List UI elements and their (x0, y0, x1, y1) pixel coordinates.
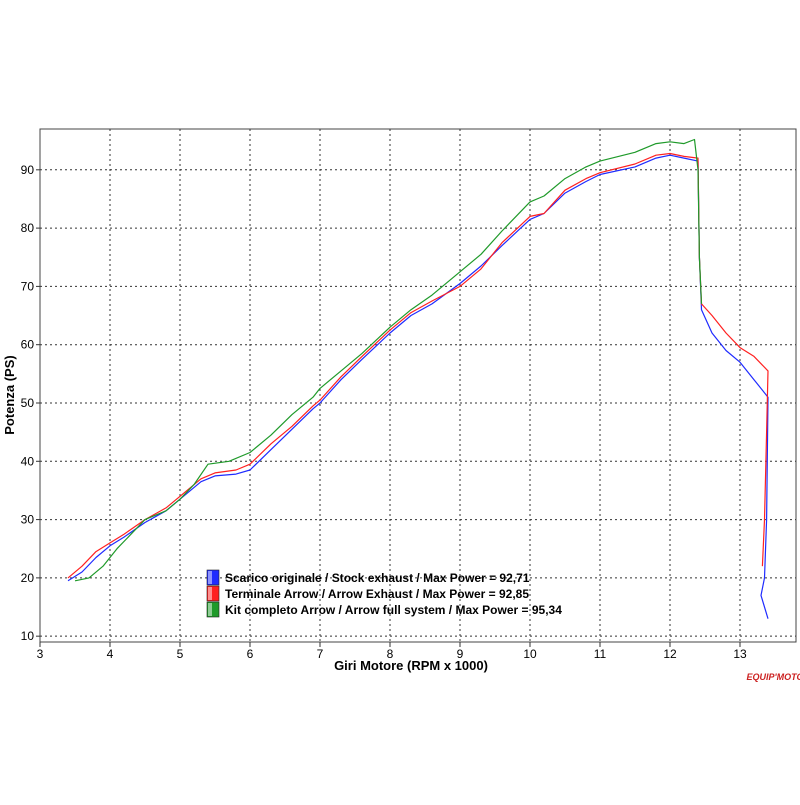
legend-swatch-highlight (208, 603, 212, 616)
x-tick-label: 11 (594, 647, 607, 661)
y-tick-label: 20 (21, 571, 35, 585)
y-tick-label: 80 (21, 221, 35, 235)
x-axis-label: Giri Motore (RPM x 1000) (334, 658, 488, 673)
y-tick-label: 90 (21, 163, 35, 177)
x-tick-label: 6 (247, 647, 254, 661)
series-lines (67, 138, 769, 619)
legend-entry: Kit completo Arrow / Arrow full system /… (225, 603, 562, 617)
x-tick-label: 4 (107, 647, 114, 661)
x-tick-label: 3 (37, 647, 44, 661)
legend-swatch-highlight (208, 571, 212, 584)
legend-entry: Scarico originale / Stock exhaust / Max … (225, 571, 530, 585)
equipmoto-watermark-logo: EQUIP'MOTO (747, 672, 800, 682)
x-tick-label: 10 (523, 647, 537, 661)
series-line-1 (67, 154, 769, 619)
x-tick-label: 9 (457, 647, 464, 661)
x-tick-label: 5 (177, 647, 184, 661)
series-line-3 (74, 138, 703, 582)
grid-lines (40, 129, 796, 642)
legend-entry: Terminale Arrow / Arrow Exhaust / Max Po… (225, 587, 529, 601)
y-tick-label: 70 (21, 279, 35, 293)
series-line-2 (67, 152, 769, 579)
legend-swatch-highlight (208, 587, 212, 600)
x-tick-label: 12 (663, 647, 677, 661)
x-tick-label: 8 (387, 647, 394, 661)
y-tick-label: 60 (21, 338, 35, 352)
y-tick-label: 10 (21, 629, 35, 643)
y-tick-label: 30 (21, 513, 35, 527)
x-tick-label: 13 (733, 647, 747, 661)
y-axis-label: Potenza (PS) (2, 355, 17, 434)
y-tick-label: 40 (21, 454, 35, 468)
axis-ticks: 3 4 5 6 7 8 9 10 11 12 13 10 20 30 40 50 60 70 80 90 (21, 163, 747, 661)
y-tick-label: 50 (21, 396, 35, 410)
plot-area-frame (39, 128, 797, 643)
x-tick-label: 7 (317, 647, 324, 661)
legend: Scarico originale / Stock exhaust / Max … (206, 569, 562, 618)
